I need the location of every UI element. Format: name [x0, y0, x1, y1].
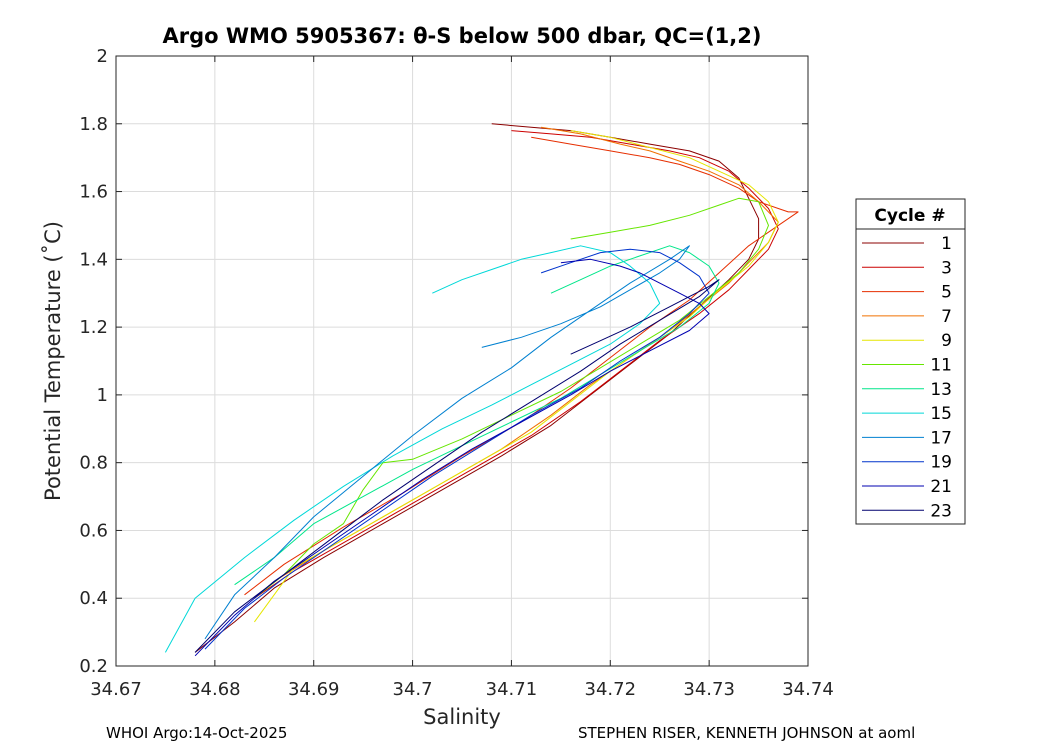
y-tick-label: 0.8: [79, 453, 108, 474]
x-tick-label: 34.72: [585, 679, 637, 700]
y-tick-label: 0.2: [79, 656, 108, 677]
y-tick-label: 1.4: [79, 249, 108, 270]
y-tick-label: 1: [97, 385, 108, 406]
legend-label-cycle-1: 1: [941, 234, 952, 254]
series-line-cycle-5: [244, 136, 799, 596]
x-tick-label: 34.73: [683, 679, 735, 700]
series-line-cycle-13: [234, 245, 720, 586]
legend-label-cycle-13: 13: [930, 380, 952, 400]
series-line-cycle-21: [194, 258, 710, 657]
series-line-cycle-23: [194, 279, 720, 653]
series-line-cycle-11: [254, 197, 769, 599]
footer-left: WHOI Argo:14-Oct-2025: [106, 724, 288, 742]
series-line-cycle-3: [254, 130, 779, 599]
x-tick-labels: 34.67 34.68 34.69 34.7 34.71 34.72 34.73 34.74: [90, 679, 834, 700]
legend-label-cycle-19: 19: [930, 453, 952, 473]
series-line-cycle-19: [204, 248, 710, 650]
legend-label-cycle-3: 3: [941, 258, 952, 278]
legend-label-cycle-11: 11: [930, 356, 952, 376]
legend-label-cycle-21: 21: [930, 477, 952, 497]
x-axis-label: Salinity: [423, 705, 501, 729]
legend-label-cycle-9: 9: [941, 331, 952, 351]
axes-box: [115, 55, 809, 667]
series-line-cycle-9: [253, 130, 779, 623]
y-tick-labels: 0.2 0.4 0.6 0.8 1 1.2 1.4 1.6 1.8 2: [79, 46, 108, 677]
series-line-cycle-1: [194, 123, 760, 653]
legend-label-cycle-23: 23: [930, 501, 952, 521]
y-tick-label: 1.8: [79, 114, 108, 135]
legend-label-cycle-15: 15: [930, 404, 952, 424]
axis-ticks: [115, 55, 809, 667]
y-tick-label: 2: [97, 46, 108, 67]
data-series-group: [164, 123, 799, 657]
y-tick-label: 0.4: [79, 588, 108, 609]
legend-label-cycle-5: 5: [941, 283, 952, 303]
legend-title: Cycle #: [874, 206, 945, 226]
series-line-cycle-15: [164, 245, 661, 653]
x-tick-label: 34.7: [393, 679, 433, 700]
plot-area: [116, 56, 808, 666]
chart-title: Argo WMO 5905367: θ-S below 500 dbar, QC…: [162, 24, 762, 48]
y-tick-label: 0.6: [79, 520, 108, 541]
y-tick-label: 1.6: [79, 182, 108, 203]
legend-box: [855, 198, 966, 525]
x-tick-label: 34.71: [486, 679, 538, 700]
y-axis-label: Potential Temperature (˚C): [41, 221, 65, 501]
y-tick-label: 1.2: [79, 317, 108, 338]
legend-label-cycle-7: 7: [941, 307, 952, 327]
x-tick-label: 34.67: [90, 679, 142, 700]
legend-label-cycle-17: 17: [930, 428, 952, 448]
footer-right: STEPHEN RISER, KENNETH JOHNSON at aoml: [578, 724, 916, 742]
x-tick-label: 34.69: [288, 679, 340, 700]
series-line-cycle-17: [204, 245, 690, 640]
x-tick-label: 34.68: [189, 679, 241, 700]
x-tick-label: 34.74: [782, 679, 834, 700]
